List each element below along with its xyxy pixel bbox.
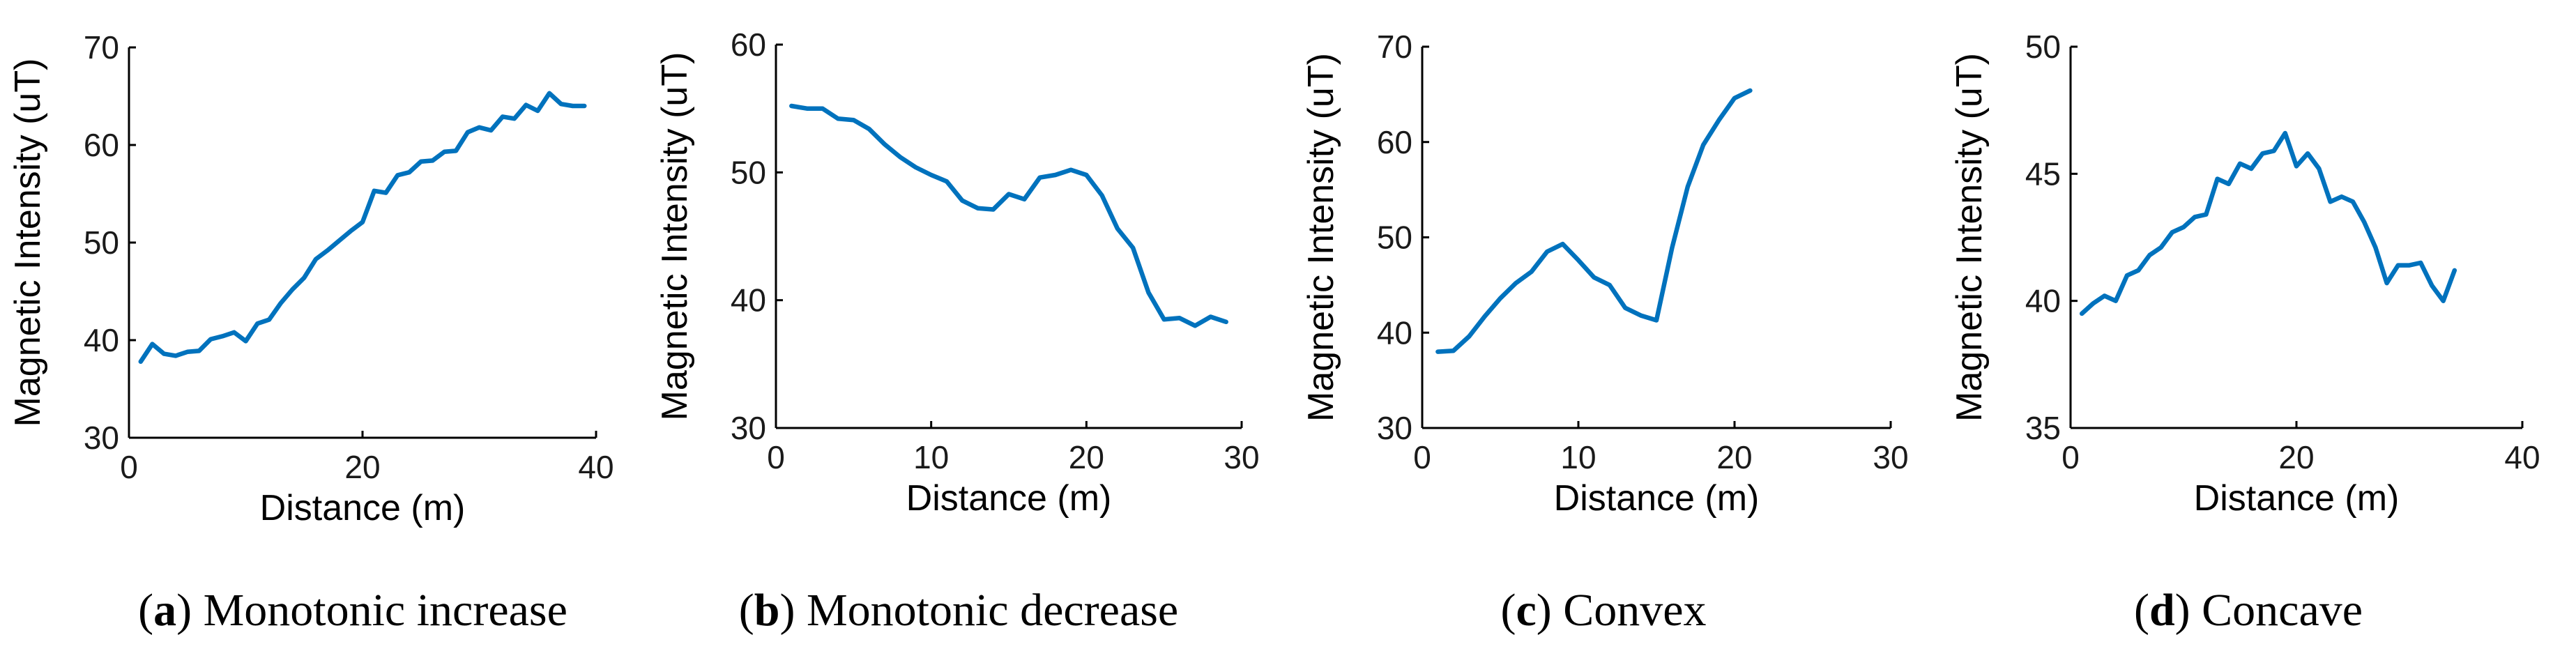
x-axis-title: Distance (m) <box>2194 478 2400 519</box>
y-tick-label: 70 <box>84 29 119 66</box>
x-axis-title: Distance (m) <box>1554 478 1760 519</box>
x-tick-label: 20 <box>344 449 380 485</box>
caption-d: (d) Concave <box>2133 585 2363 636</box>
x-tick-label: 20 <box>1716 439 1752 475</box>
x-axis-title: Distance (m) <box>906 478 1112 519</box>
y-tick-label: 30 <box>1377 410 1412 446</box>
y-tick-label: 40 <box>2025 283 2061 319</box>
y-tick-label: 50 <box>84 224 119 261</box>
x-axis-title: Distance (m) <box>260 488 466 528</box>
caption-letter: c <box>1516 585 1537 636</box>
caption-b: (b) Monotonic decrease <box>738 585 1179 636</box>
y-tick-label: 45 <box>2025 155 2061 192</box>
caption-letter: a <box>153 585 177 636</box>
x-tick-label: 30 <box>1873 439 1908 475</box>
y-axis-title: Magnetic Intensity (uT) <box>1301 53 1341 422</box>
x-tick-label: 40 <box>578 449 613 485</box>
series-line-c <box>1435 88 1753 354</box>
y-tick-label: 60 <box>84 127 119 163</box>
y-tick-label: 30 <box>731 410 766 446</box>
x-tick-label: 20 <box>1069 439 1104 475</box>
y-tick-label: 40 <box>84 322 119 358</box>
series-line-d <box>2079 130 2457 316</box>
y-axis-title: Magnetic Intensity (uT) <box>8 59 48 427</box>
y-tick-label: 35 <box>2025 410 2061 446</box>
caption-text: Convex <box>1563 585 1707 636</box>
caption-a: (a) Monotonic increase <box>138 585 567 636</box>
y-tick-label: 30 <box>84 420 119 456</box>
y-tick-label: 50 <box>2025 29 2061 65</box>
chart-c: 30 40 50 60 70 0 10 20 30 Distance (m) Magnetic In… <box>1301 29 1909 519</box>
y-tick-label: 40 <box>1377 314 1412 351</box>
x-tick-label: 30 <box>1224 439 1259 475</box>
series-line-b <box>789 103 1228 328</box>
caption-c: (c) Convex <box>1500 585 1707 636</box>
y-axis-title: Magnetic Intensity (uT) <box>655 52 695 421</box>
chart-a: 30 40 50 60 70 0 20 40 Distance (m) Magnetic Inte… <box>8 29 614 528</box>
x-tick-label: 0 <box>2061 439 2080 475</box>
x-tick-label: 0 <box>1413 439 1431 475</box>
y-tick-label: 70 <box>1377 29 1412 65</box>
caption-letter: d <box>2149 585 2175 636</box>
series-line-a <box>138 91 587 365</box>
y-tick-label: 60 <box>731 26 766 63</box>
chart-d: 35 40 45 50 0 20 40 Distance (m) Magnetic Intens… <box>1949 29 2540 519</box>
y-tick-label: 50 <box>1377 220 1412 256</box>
x-tick-label: 0 <box>120 449 138 485</box>
x-tick-label: 20 <box>2278 439 2314 475</box>
chart-b: 30 40 50 60 0 10 20 30 Distance (m) Magnetic Inte… <box>655 26 1260 519</box>
x-tick-label: 40 <box>2504 439 2540 475</box>
x-tick-label: 0 <box>767 439 785 475</box>
x-tick-label: 10 <box>1560 439 1596 475</box>
y-tick-label: 60 <box>1377 124 1412 160</box>
x-tick-label: 10 <box>913 439 949 475</box>
y-tick-label: 40 <box>731 282 766 319</box>
y-tick-label: 50 <box>731 154 766 190</box>
caption-letter: b <box>754 585 780 636</box>
caption-text: Concave <box>2202 585 2363 636</box>
caption-text: Monotonic decrease <box>806 585 1179 636</box>
y-axis-title: Magnetic Intensity (uT) <box>1949 53 1990 422</box>
caption-text: Monotonic increase <box>203 585 567 636</box>
